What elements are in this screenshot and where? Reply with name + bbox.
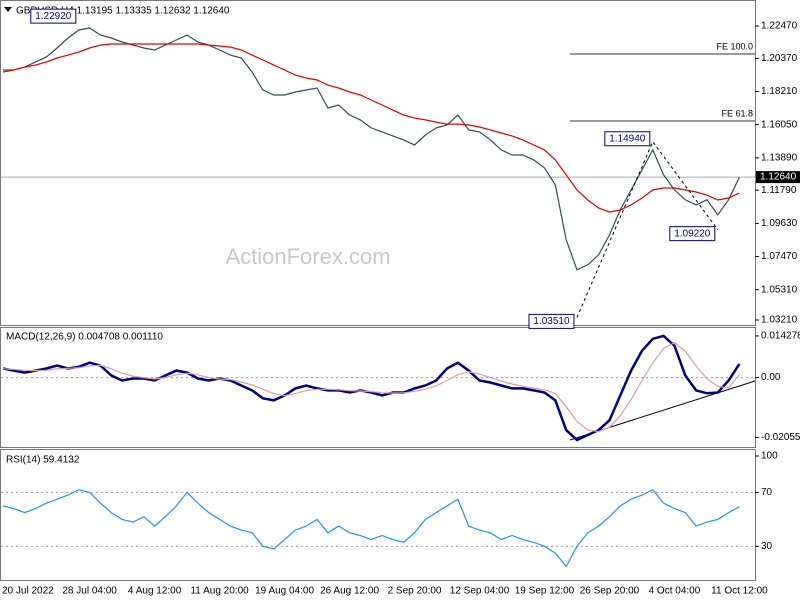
x-tick-label: 11 Oct 12:00 (711, 586, 768, 597)
panel-title: MACD(12,26,9) 0.004708 0.001110 (6, 332, 163, 343)
series-line (2, 341, 740, 433)
y-tick-label: 1.18210 (761, 86, 798, 97)
x-tick-label: 4 Oct 04:00 (649, 586, 701, 597)
macd-panel (0, 327, 756, 448)
price-panel (0, 0, 756, 326)
series-line (2, 488, 740, 568)
fe-level-label: FE 61.8 (721, 108, 753, 118)
annotation-label: 1.14940 (609, 133, 646, 144)
y-tick-label: 1.13890 (761, 153, 798, 164)
y-tick-label: 1.05310 (761, 284, 798, 295)
last-price-label: 1.12640 (760, 172, 797, 183)
y-tick-label: 70 (761, 487, 773, 498)
annotation-label: 1.09220 (674, 228, 711, 239)
y-tick-label: 1.03210 (761, 315, 798, 326)
panel-icon (4, 7, 12, 12)
y-tick-label: 1.20370 (761, 53, 798, 64)
y-tick-label: 100 (761, 451, 778, 462)
annotation-box (604, 131, 651, 147)
annotation-box (30, 8, 77, 24)
panel-title: GBPUSD,H4 1.13195 1.13335 1.12632 1.1264… (16, 6, 230, 17)
series-line (2, 43, 740, 213)
y-tick-label: 1.09630 (761, 218, 798, 229)
y-tick-label: 1.11790 (761, 185, 797, 196)
y-tick-label: 1.22470 (761, 21, 798, 32)
y-tick-label: -0.020556 (761, 432, 800, 443)
x-tick-label: 11 Aug 20:00 (190, 586, 249, 597)
fe-level-label: FE 100.0 (716, 41, 753, 51)
last-price-box (756, 171, 800, 184)
x-tick-label: 2 Sep 20:00 (388, 586, 442, 597)
x-tick-label: 12 Sep 04:00 (450, 586, 510, 597)
y-tick-label: 30 (761, 541, 773, 552)
watermark: ActionForex.com (225, 244, 390, 269)
x-tick-label: 20 Jul 2022 (2, 586, 54, 597)
annotation-label: 1.03510 (533, 316, 570, 327)
annotation-box (669, 226, 716, 242)
annotation-label: 1.22920 (35, 11, 72, 22)
y-tick-label: 0.014278 (761, 331, 800, 342)
x-tick-label: 4 Aug 12:00 (128, 586, 182, 597)
annotation-box (528, 313, 575, 329)
y-tick-label: 1.16050 (761, 119, 798, 130)
y-tick-label: 1.07470 (761, 251, 798, 262)
series-line (3, 27, 740, 271)
series-line (2, 334, 741, 442)
x-tick-label: 28 Jul 04:00 (62, 586, 117, 597)
panel-title: RSI(14) 59.4132 (6, 455, 80, 466)
x-tick-label: 26 Sep 20:00 (580, 586, 640, 597)
x-tick-label: 26 Aug 12:00 (320, 586, 379, 597)
x-tick-label: 19 Aug 04:00 (255, 586, 314, 597)
rsi-panel (0, 449, 756, 581)
wave-line (576, 140, 719, 318)
y-tick-label: 0.00 (761, 372, 781, 383)
x-tick-label: 19 Sep 12:00 (515, 586, 575, 597)
